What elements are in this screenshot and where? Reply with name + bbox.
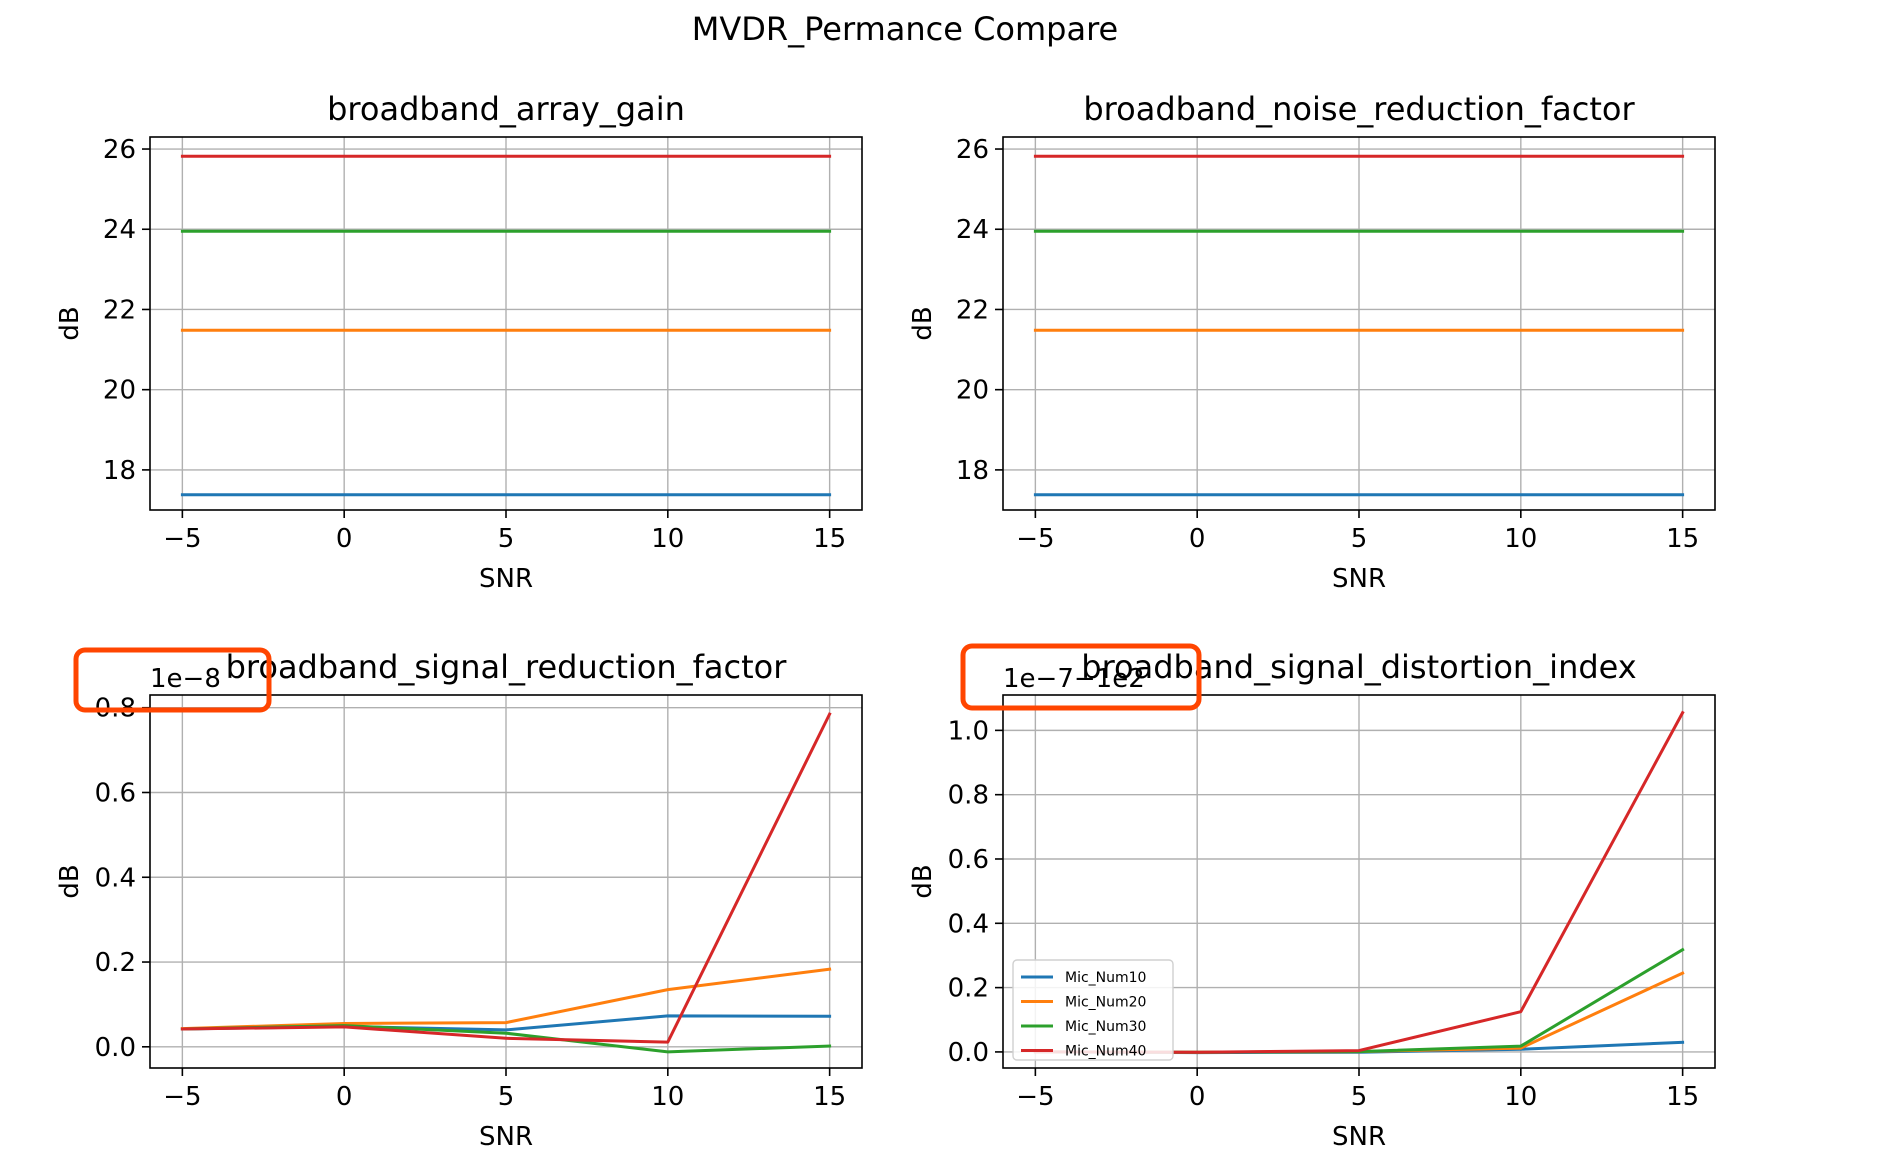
- x-tick-label: 5: [498, 1082, 515, 1112]
- y-tick-label: 22: [103, 295, 136, 325]
- y-tick-label: 24: [103, 215, 136, 245]
- x-axis-label: SNR: [1332, 564, 1386, 594]
- y-tick-label: 18: [103, 456, 136, 486]
- y-tick-label: 26: [956, 135, 989, 165]
- y-tick-label: 0.2: [948, 974, 989, 1004]
- subplot-2: −5 0 5 10 15 18 20 22 24 26 broadband_noise_reduct…: [908, 90, 1716, 594]
- x-tick-label: −5: [163, 524, 201, 554]
- highlight-box: [73, 647, 272, 713]
- y-tick-label: 26: [103, 135, 136, 165]
- x-tick-label: 15: [813, 1082, 846, 1112]
- subplot-1: −5 0 5 10 15 18 20 22 24 26 broadband_array_gain SN…: [55, 90, 863, 594]
- x-tick-label: 0: [336, 524, 353, 554]
- highlight-box: [960, 643, 1202, 711]
- y-axis-label: dB: [908, 306, 938, 340]
- x-tick-label: 10: [651, 524, 684, 554]
- x-tick-label: 10: [1504, 524, 1537, 554]
- legend-label-mic-num10: Mic_Num10: [1065, 970, 1146, 986]
- subplot-3: −5 0 5 10 150.00.20.40.60.8broadband_signal_…: [55, 647, 863, 1152]
- series-line-mic-num40: [180, 712, 832, 1044]
- y-tick-label: 0.6: [95, 778, 136, 808]
- x-tick-label: 5: [1351, 524, 1368, 554]
- x-tick-label: 0: [336, 1082, 353, 1112]
- y-tick-label: 18: [956, 456, 989, 486]
- legend-label-mic-num30: Mic_Num30: [1065, 1019, 1146, 1035]
- y-tick-label: 20: [103, 376, 136, 406]
- x-tick-label: 15: [1666, 524, 1699, 554]
- x-tick-label: −5: [1016, 1082, 1054, 1112]
- y-tick-label: 24: [956, 215, 989, 245]
- y-tick-label: 22: [956, 295, 989, 325]
- x-tick-label: 5: [498, 524, 515, 554]
- y-tick-label: 0.6: [948, 845, 989, 875]
- x-axis-label: SNR: [1332, 1122, 1386, 1152]
- y-axis-label: dB: [55, 306, 85, 340]
- x-axis-label: SNR: [479, 1122, 533, 1152]
- x-tick-label: 15: [1666, 1082, 1699, 1112]
- x-axis-label: SNR: [479, 564, 533, 594]
- subplot-4: −5 0 5 10 15 0.0 0.2 0.4 0.6 0.8 1.0 broadband_sign…: [908, 643, 1716, 1152]
- x-tick-label: 0: [1189, 524, 1206, 554]
- subplot-title: broadband_array_gain: [327, 90, 685, 128]
- legend-frame: [1012, 959, 1174, 1061]
- y-tick-label: 0.4: [95, 863, 136, 893]
- offset-text: 1e−7−1e2: [1003, 664, 1145, 694]
- figure-suptitle: MVDR_Permance Compare: [692, 10, 1118, 48]
- x-tick-label: −5: [163, 1082, 201, 1112]
- legend-label-mic-num40: Mic_Num40: [1065, 1044, 1146, 1060]
- y-axis-label: dB: [55, 864, 85, 898]
- y-axis-label: dB: [908, 864, 938, 898]
- offset-text: 1e−8: [150, 664, 221, 694]
- subplot-title: broadband_noise_reduction_factor: [1083, 90, 1635, 128]
- y-tick-label: 1.0: [948, 716, 989, 746]
- legend-label-mic-num20: Mic_Num20: [1065, 995, 1146, 1011]
- y-tick-label: 0.8: [948, 781, 989, 811]
- x-tick-label: 5: [1351, 1082, 1368, 1112]
- y-tick-label: 20: [956, 376, 989, 406]
- x-tick-label: −5: [1016, 524, 1054, 554]
- y-tick-label: 0.0: [95, 1033, 136, 1063]
- x-tick-label: 10: [1504, 1082, 1537, 1112]
- x-tick-label: 15: [813, 524, 846, 554]
- legend: Mic_Num10 Mic_Num20 Mic_Num30 Mic_Num40: [1012, 959, 1174, 1061]
- series-line-mic-num20: [180, 967, 832, 1031]
- y-tick-label: 0.0: [948, 1038, 989, 1068]
- subplot-title: broadband_signal_reduction_factor: [226, 648, 788, 686]
- y-tick-label: 0.2: [95, 948, 136, 978]
- y-tick-label: 0.4: [948, 909, 989, 939]
- subplot-title: broadband_signal_distortion_index: [1081, 648, 1636, 686]
- x-tick-label: 0: [1189, 1082, 1206, 1112]
- x-tick-label: 10: [651, 1082, 684, 1112]
